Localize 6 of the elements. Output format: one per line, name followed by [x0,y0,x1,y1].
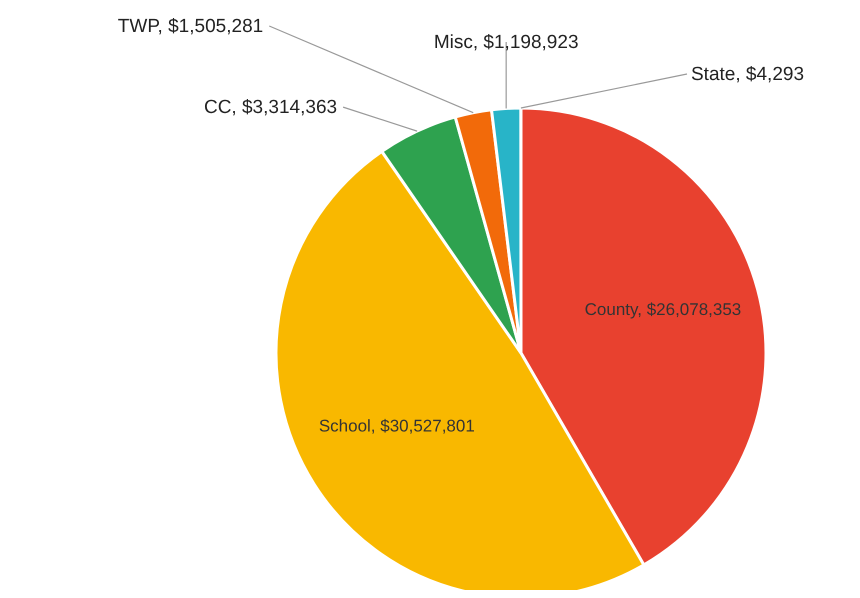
slice-label: Misc, $1,198,923 [434,32,579,53]
slice-label: School, $30,527,801 [318,416,475,436]
slice-label: TWP, $1,505,281 [118,16,264,37]
slice-label: State, $4,293 [691,64,804,85]
slice-label: CC, $3,314,363 [204,97,338,118]
slice-label: County, $26,078,353 [584,300,742,319]
